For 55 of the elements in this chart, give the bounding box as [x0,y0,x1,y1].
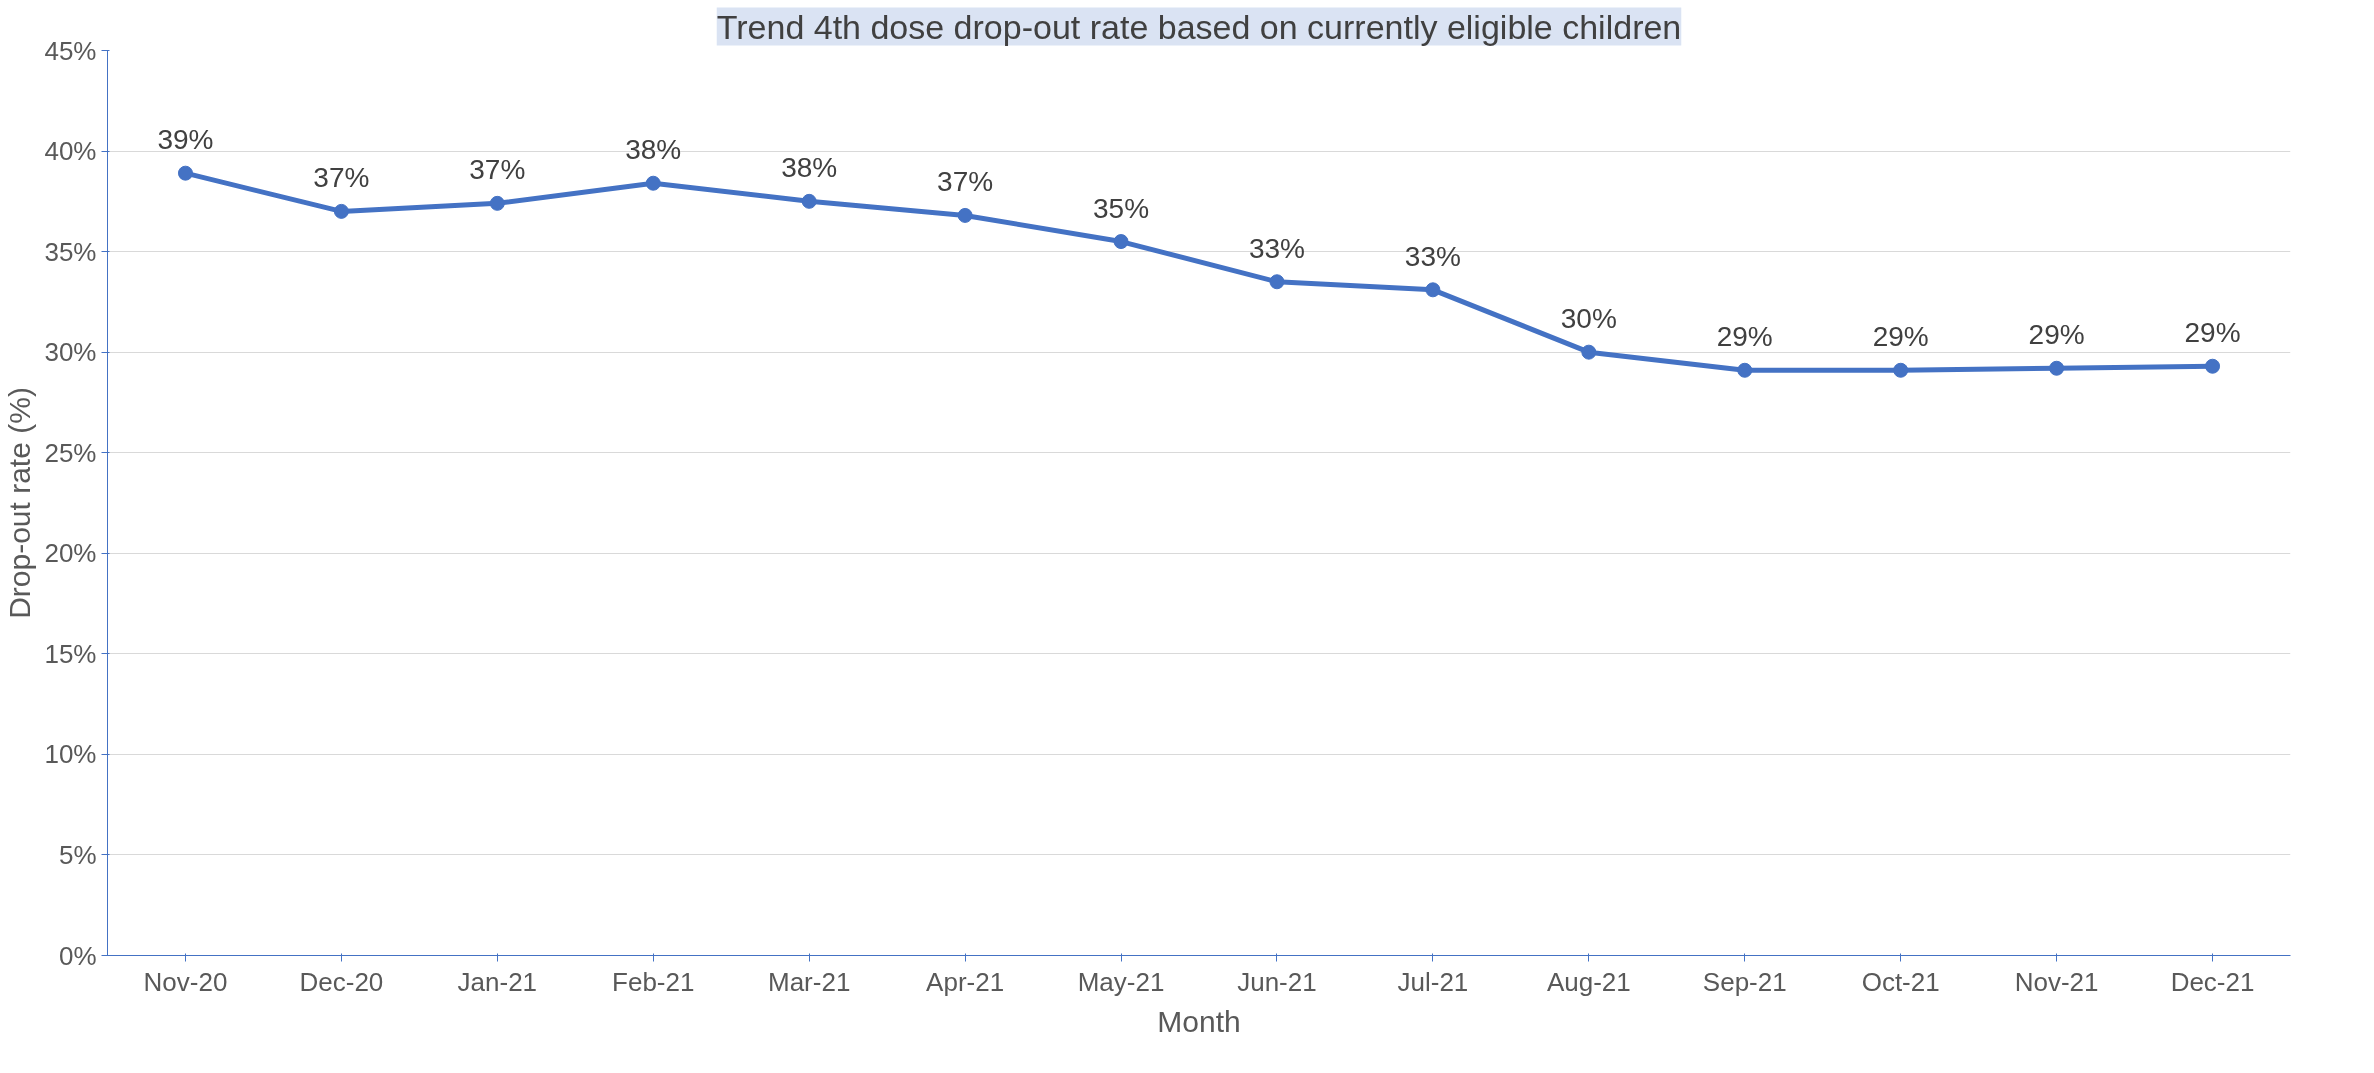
x-tick-label: Aug-21 [1546,966,1631,997]
x-tick-label: Dec-21 [2170,966,2255,997]
point [1581,344,1597,360]
point [489,195,505,211]
data-label: 29% [2184,317,2241,349]
y-tick-label: 10% [44,739,97,770]
point [645,175,661,191]
data-label: 35% [1093,192,1150,224]
data-label: 30% [1560,303,1617,335]
y-tick-label: 25% [44,437,97,468]
data-label: 37% [937,166,994,198]
point [801,193,817,209]
x-tick-label: Dec-20 [299,966,384,997]
data-label: 38% [781,152,838,184]
point [177,165,193,181]
data-label: 37% [313,162,370,194]
y-tick-label: 35% [44,236,97,267]
y-tick-label: 30% [44,337,97,368]
x-tick-label: May-21 [1077,966,1165,997]
x-tick-label: Jul-21 [1397,966,1469,997]
x-tick-label: Nov-20 [143,966,228,997]
data-label: 29% [1872,321,1929,353]
x-tick-label: Jan-21 [457,966,538,997]
data-label: 29% [2028,319,2085,351]
y-axis-title: Drop-out rate (%) [3,387,37,619]
y-tick-label: 45% [44,35,97,66]
x-tick-label: Oct-21 [1861,966,1940,997]
data-label: 33% [1248,232,1305,264]
x-tick-label: Feb-21 [612,966,695,997]
x-tick-label: Nov-21 [2014,966,2099,997]
y-tick-label: 5% [58,839,97,870]
x-tick-label: Apr-21 [926,966,1005,997]
x-tick-label: Jun-21 [1237,966,1317,997]
point [1425,282,1441,298]
point [957,207,973,223]
data-label: 39% [157,124,214,156]
x-tick-label: Sep-21 [1702,966,1787,997]
data-label: 29% [1716,321,1773,353]
chart-title: Trend 4th dose drop-out rate based on currently eligible children [716,7,1682,46]
y-tick-label: 0% [58,940,97,971]
point [2205,358,2221,374]
point [333,203,349,219]
y-tick-label: 15% [44,638,97,669]
x-tick-label: Mar-21 [768,966,851,997]
y-tick-label: 20% [44,538,97,569]
data-label: 37% [469,154,526,186]
y-tick-label: 40% [44,136,97,167]
data-label: 33% [1404,240,1461,272]
x-axis-title: Month [1157,1004,1241,1038]
point [1737,362,1753,378]
point [1893,362,1909,378]
point [2049,360,2065,376]
point [1113,234,1129,250]
data-label: 38% [625,134,682,166]
point [1269,274,1285,290]
